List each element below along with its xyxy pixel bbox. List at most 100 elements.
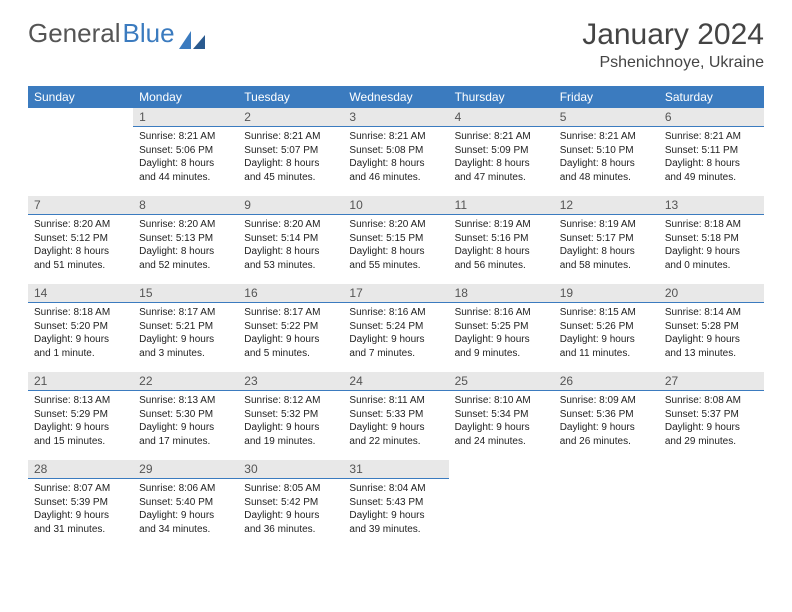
day-header: Saturday	[659, 86, 764, 108]
day-body: Sunrise: 8:21 AMSunset: 5:09 PMDaylight:…	[449, 127, 554, 188]
calendar-cell: 28Sunrise: 8:07 AMSunset: 5:39 PMDayligh…	[28, 460, 133, 548]
calendar-cell: 8Sunrise: 8:20 AMSunset: 5:13 PMDaylight…	[133, 196, 238, 284]
day-number: 17	[343, 284, 448, 303]
day-body: Sunrise: 8:09 AMSunset: 5:36 PMDaylight:…	[554, 391, 659, 452]
calendar-cell: 31Sunrise: 8:04 AMSunset: 5:43 PMDayligh…	[343, 460, 448, 548]
day-number: 10	[343, 196, 448, 215]
calendar-cell: 1Sunrise: 8:21 AMSunset: 5:06 PMDaylight…	[133, 108, 238, 196]
calendar-week-row: 7Sunrise: 8:20 AMSunset: 5:12 PMDaylight…	[28, 196, 764, 284]
day-body: Sunrise: 8:21 AMSunset: 5:08 PMDaylight:…	[343, 127, 448, 188]
calendar-cell: 6Sunrise: 8:21 AMSunset: 5:11 PMDaylight…	[659, 108, 764, 196]
location: Pshenichnoye, Ukraine	[582, 54, 764, 72]
logo-text-general: General	[28, 18, 121, 49]
calendar-body: ..1Sunrise: 8:21 AMSunset: 5:06 PMDaylig…	[28, 108, 764, 548]
day-number: 15	[133, 284, 238, 303]
day-body: Sunrise: 8:16 AMSunset: 5:24 PMDaylight:…	[343, 303, 448, 364]
day-body: Sunrise: 8:18 AMSunset: 5:18 PMDaylight:…	[659, 215, 764, 276]
calendar-cell: 16Sunrise: 8:17 AMSunset: 5:22 PMDayligh…	[238, 284, 343, 372]
day-body: Sunrise: 8:11 AMSunset: 5:33 PMDaylight:…	[343, 391, 448, 452]
day-body: Sunrise: 8:20 AMSunset: 5:13 PMDaylight:…	[133, 215, 238, 276]
calendar-cell: 12Sunrise: 8:19 AMSunset: 5:17 PMDayligh…	[554, 196, 659, 284]
calendar-page: GeneralBlue January 2024 Pshenichnoye, U…	[0, 0, 792, 566]
calendar-header-row: SundayMondayTuesdayWednesdayThursdayFrid…	[28, 86, 764, 108]
calendar-week-row: 28Sunrise: 8:07 AMSunset: 5:39 PMDayligh…	[28, 460, 764, 548]
day-body: Sunrise: 8:20 AMSunset: 5:12 PMDaylight:…	[28, 215, 133, 276]
day-number: 19	[554, 284, 659, 303]
day-header: Thursday	[449, 86, 554, 108]
calendar-cell: 13Sunrise: 8:18 AMSunset: 5:18 PMDayligh…	[659, 196, 764, 284]
day-number: 18	[449, 284, 554, 303]
day-body: Sunrise: 8:08 AMSunset: 5:37 PMDaylight:…	[659, 391, 764, 452]
day-number: 8	[133, 196, 238, 215]
calendar-cell: 27Sunrise: 8:08 AMSunset: 5:37 PMDayligh…	[659, 372, 764, 460]
day-number: 26	[554, 372, 659, 391]
day-number: 24	[343, 372, 448, 391]
calendar-cell: 26Sunrise: 8:09 AMSunset: 5:36 PMDayligh…	[554, 372, 659, 460]
day-number: 3	[343, 108, 448, 127]
calendar-cell: 2Sunrise: 8:21 AMSunset: 5:07 PMDaylight…	[238, 108, 343, 196]
calendar-cell: 18Sunrise: 8:16 AMSunset: 5:25 PMDayligh…	[449, 284, 554, 372]
day-body: Sunrise: 8:21 AMSunset: 5:06 PMDaylight:…	[133, 127, 238, 188]
calendar-cell: 20Sunrise: 8:14 AMSunset: 5:28 PMDayligh…	[659, 284, 764, 372]
day-number: 4	[449, 108, 554, 127]
calendar-cell: 15Sunrise: 8:17 AMSunset: 5:21 PMDayligh…	[133, 284, 238, 372]
day-number: 27	[659, 372, 764, 391]
day-number: 13	[659, 196, 764, 215]
day-body: Sunrise: 8:15 AMSunset: 5:26 PMDaylight:…	[554, 303, 659, 364]
day-body: Sunrise: 8:14 AMSunset: 5:28 PMDaylight:…	[659, 303, 764, 364]
calendar-week-row: ..1Sunrise: 8:21 AMSunset: 5:06 PMDaylig…	[28, 108, 764, 196]
calendar-cell: 11Sunrise: 8:19 AMSunset: 5:16 PMDayligh…	[449, 196, 554, 284]
day-body: Sunrise: 8:16 AMSunset: 5:25 PMDaylight:…	[449, 303, 554, 364]
calendar-week-row: 21Sunrise: 8:13 AMSunset: 5:29 PMDayligh…	[28, 372, 764, 460]
day-body: Sunrise: 8:17 AMSunset: 5:22 PMDaylight:…	[238, 303, 343, 364]
day-number: 25	[449, 372, 554, 391]
calendar-cell: 4Sunrise: 8:21 AMSunset: 5:09 PMDaylight…	[449, 108, 554, 196]
calendar-cell: 21Sunrise: 8:13 AMSunset: 5:29 PMDayligh…	[28, 372, 133, 460]
day-number: 29	[133, 460, 238, 479]
day-number: 9	[238, 196, 343, 215]
logo-text-blue: Blue	[123, 18, 175, 49]
calendar-cell: ..	[28, 108, 133, 196]
day-number: 21	[28, 372, 133, 391]
calendar-cell: 19Sunrise: 8:15 AMSunset: 5:26 PMDayligh…	[554, 284, 659, 372]
calendar-cell: 29Sunrise: 8:06 AMSunset: 5:40 PMDayligh…	[133, 460, 238, 548]
header: GeneralBlue January 2024 Pshenichnoye, U…	[28, 18, 764, 72]
logo-sail-icon	[179, 25, 205, 43]
day-number: 31	[343, 460, 448, 479]
day-number: 6	[659, 108, 764, 127]
day-body: Sunrise: 8:21 AMSunset: 5:11 PMDaylight:…	[659, 127, 764, 188]
day-header: Monday	[133, 86, 238, 108]
calendar-cell: 23Sunrise: 8:12 AMSunset: 5:32 PMDayligh…	[238, 372, 343, 460]
day-body: Sunrise: 8:19 AMSunset: 5:16 PMDaylight:…	[449, 215, 554, 276]
day-body: Sunrise: 8:13 AMSunset: 5:29 PMDaylight:…	[28, 391, 133, 452]
calendar-cell: 22Sunrise: 8:13 AMSunset: 5:30 PMDayligh…	[133, 372, 238, 460]
day-number: 1	[133, 108, 238, 127]
day-number: 14	[28, 284, 133, 303]
calendar-cell: 17Sunrise: 8:16 AMSunset: 5:24 PMDayligh…	[343, 284, 448, 372]
day-body: Sunrise: 8:17 AMSunset: 5:21 PMDaylight:…	[133, 303, 238, 364]
calendar-week-row: 14Sunrise: 8:18 AMSunset: 5:20 PMDayligh…	[28, 284, 764, 372]
day-number: 12	[554, 196, 659, 215]
calendar-cell: ..	[659, 460, 764, 548]
day-body: Sunrise: 8:20 AMSunset: 5:15 PMDaylight:…	[343, 215, 448, 276]
calendar-cell: 10Sunrise: 8:20 AMSunset: 5:15 PMDayligh…	[343, 196, 448, 284]
day-body: Sunrise: 8:05 AMSunset: 5:42 PMDaylight:…	[238, 479, 343, 540]
calendar-cell: ..	[449, 460, 554, 548]
day-number: 23	[238, 372, 343, 391]
calendar-cell: 7Sunrise: 8:20 AMSunset: 5:12 PMDaylight…	[28, 196, 133, 284]
day-number: 22	[133, 372, 238, 391]
calendar-cell: 9Sunrise: 8:20 AMSunset: 5:14 PMDaylight…	[238, 196, 343, 284]
day-header: Tuesday	[238, 86, 343, 108]
day-number: 7	[28, 196, 133, 215]
day-body: Sunrise: 8:19 AMSunset: 5:17 PMDaylight:…	[554, 215, 659, 276]
calendar-cell: 25Sunrise: 8:10 AMSunset: 5:34 PMDayligh…	[449, 372, 554, 460]
day-number: 20	[659, 284, 764, 303]
day-number: 28	[28, 460, 133, 479]
calendar-table: SundayMondayTuesdayWednesdayThursdayFrid…	[28, 86, 764, 548]
day-number: 11	[449, 196, 554, 215]
logo: GeneralBlue	[28, 18, 205, 49]
day-number: 2	[238, 108, 343, 127]
day-body: Sunrise: 8:13 AMSunset: 5:30 PMDaylight:…	[133, 391, 238, 452]
day-body: Sunrise: 8:20 AMSunset: 5:14 PMDaylight:…	[238, 215, 343, 276]
calendar-cell: 14Sunrise: 8:18 AMSunset: 5:20 PMDayligh…	[28, 284, 133, 372]
